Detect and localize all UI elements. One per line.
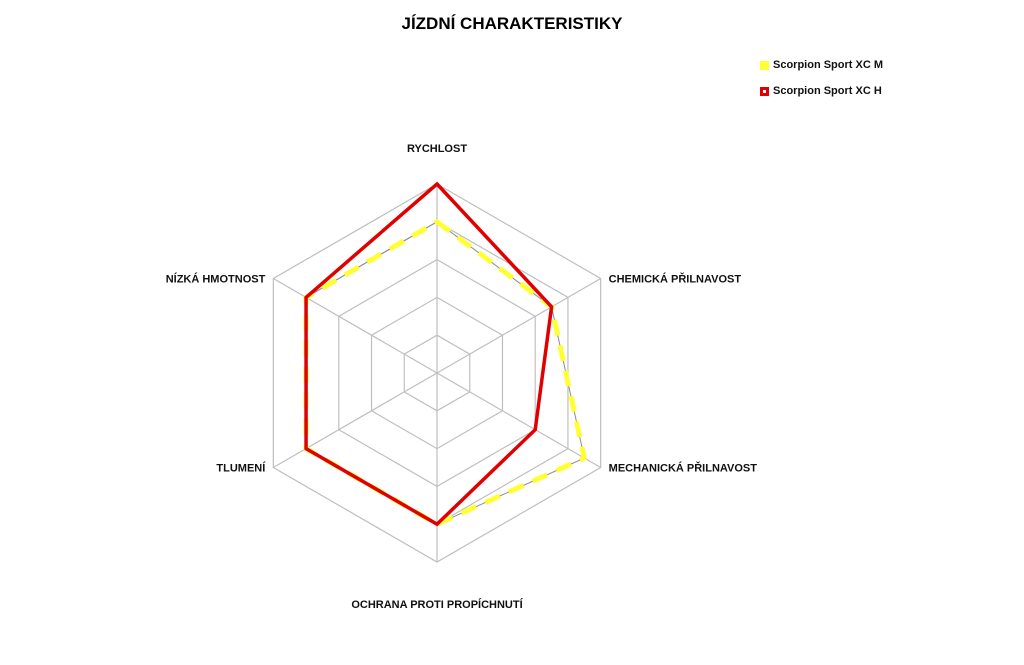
axis-spoke-6	[273, 277, 438, 374]
legend: Scorpion Sport XC M Scorpion Sport XC H	[760, 52, 883, 104]
axis-spoke-2	[436, 277, 601, 374]
axis-label-4: OCHRANA PROTI PROPÍCHNUTÍ	[351, 598, 523, 611]
legend-label-series-1: Scorpion Sport XC M	[773, 59, 883, 71]
axis-label-6: NÍZKÁ HMOTNOST	[166, 273, 266, 286]
chart-title: JÍZDNÍ CHARAKTERISTIKY	[401, 14, 623, 33]
legend-item-series-2[interactable]: Scorpion Sport XC H	[760, 78, 883, 104]
axis-label-3: MECHANICKÁ PŘILNAVOST	[609, 462, 758, 475]
axis-spoke-3	[436, 372, 601, 469]
axis-spoke-5	[273, 372, 438, 469]
axis-label-1: RYCHLOST	[407, 143, 467, 155]
legend-item-series-1[interactable]: Scorpion Sport XC M	[760, 52, 883, 78]
legend-swatch-series-1	[760, 60, 769, 70]
axis-label-2: CHEMICKÁ PŘILNAVOST	[609, 273, 742, 286]
series-2-line	[304, 181, 554, 527]
legend-swatch-series-2	[760, 86, 769, 96]
legend-label-series-2: Scorpion Sport XC H	[773, 85, 882, 97]
axis-label-5: TLUMENÍ	[216, 462, 266, 475]
